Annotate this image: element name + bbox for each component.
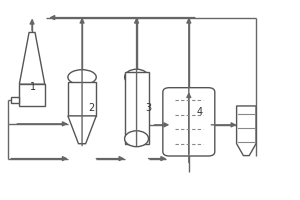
Ellipse shape <box>124 69 148 85</box>
Polygon shape <box>237 106 256 156</box>
FancyBboxPatch shape <box>163 88 215 156</box>
Ellipse shape <box>68 70 96 85</box>
Bar <box>68 82 96 116</box>
Bar <box>124 72 148 144</box>
Ellipse shape <box>124 131 148 147</box>
Polygon shape <box>20 32 45 84</box>
Text: 3: 3 <box>146 103 152 113</box>
Bar <box>20 84 45 106</box>
Text: 1: 1 <box>30 82 36 92</box>
Text: 2: 2 <box>88 103 95 113</box>
Polygon shape <box>68 116 96 144</box>
Bar <box>11 97 20 103</box>
Text: 4: 4 <box>196 107 202 117</box>
